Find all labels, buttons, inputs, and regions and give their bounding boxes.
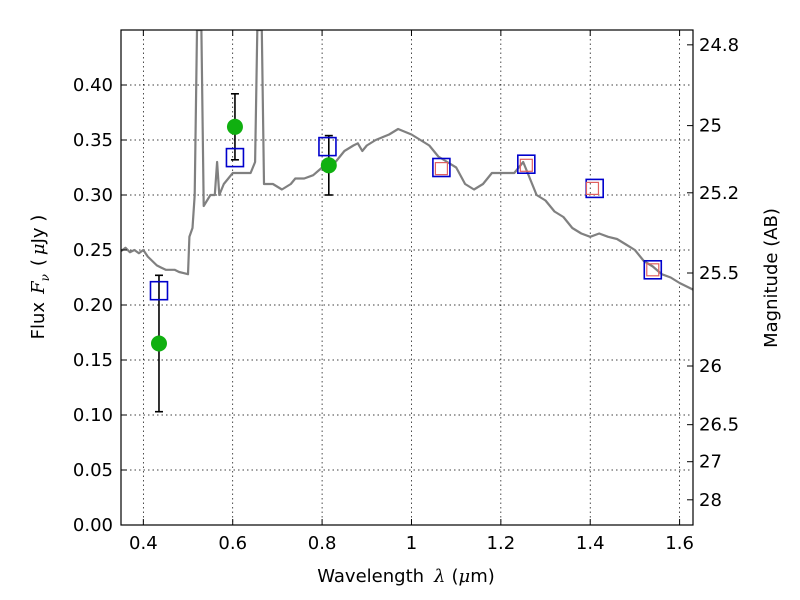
y2-tick-label: 24.8 xyxy=(699,35,739,56)
y-tick-label: 0.00 xyxy=(73,515,113,536)
y-tick-label: 0.05 xyxy=(73,460,113,481)
x-tick-label: 0.4 xyxy=(129,533,158,554)
x-tick-label: 1.4 xyxy=(576,533,605,554)
y-axis-title: FluxFν(μJy ) xyxy=(28,215,52,340)
observed-point xyxy=(320,157,337,174)
y-tick-label: 0.15 xyxy=(73,350,113,371)
model-photometry-square xyxy=(149,280,169,301)
y2-tick-label: 26.5 xyxy=(699,415,739,436)
x-tick-label: 1.2 xyxy=(487,533,516,554)
x-tick-label: 1 xyxy=(406,533,417,554)
y2-tick-label: 25.2 xyxy=(699,183,739,204)
y-tick-label: 0.20 xyxy=(73,295,113,316)
observed-point xyxy=(150,335,167,352)
model-photometry-square xyxy=(318,136,337,157)
y-tick-label: 0.10 xyxy=(73,405,113,426)
y2-tick-label: 28 xyxy=(699,490,722,511)
x-tick-label: 0.8 xyxy=(308,533,337,554)
sed-model-line xyxy=(121,30,693,291)
y-tick-label: 0.40 xyxy=(73,75,113,96)
synthetic-photometry-square xyxy=(519,158,533,172)
synthetic-photometry-square xyxy=(646,263,660,277)
y2-tick-label: 26 xyxy=(699,356,722,377)
observed-point xyxy=(226,118,243,135)
x-tick-label: 1.6 xyxy=(665,533,694,554)
y2-axis-title: Magnitude (AB) xyxy=(761,208,782,348)
x-axis-title: Wavelength λ (μm) xyxy=(317,566,495,587)
plot-frame xyxy=(120,29,694,526)
axis-ticks xyxy=(121,30,693,526)
model-photometry-square xyxy=(643,259,663,280)
y-tick-label: 0.30 xyxy=(73,185,113,206)
grid xyxy=(121,30,693,526)
y2-tick-label: 27 xyxy=(699,452,722,473)
synthetic-photometry-square xyxy=(585,181,600,195)
synthetic-photometry-square xyxy=(434,162,449,176)
model-photometry-square xyxy=(517,154,536,174)
x-tick-label: 0.6 xyxy=(218,533,247,554)
y2-tick-label: 25 xyxy=(699,116,722,137)
model-photometry-square xyxy=(432,157,451,178)
y-tick-label: 0.35 xyxy=(73,130,113,151)
y-tick-label: 0.25 xyxy=(73,240,113,261)
model-photometry-square xyxy=(225,147,245,168)
y2-tick-label: 25.5 xyxy=(699,263,739,284)
